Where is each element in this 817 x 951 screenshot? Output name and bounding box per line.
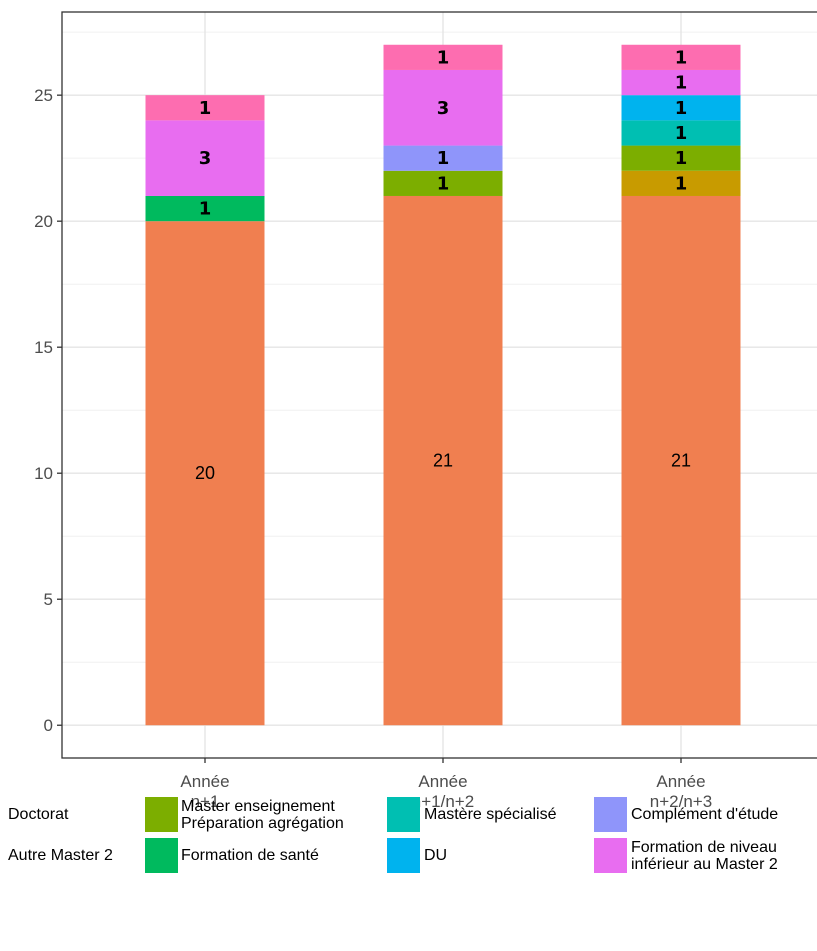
legend-label: Autre Master 2 [8,847,113,864]
legend-key [387,838,420,873]
bar-value-label: 20 [195,463,215,483]
bar-segment [383,170,503,196]
y-tick-label: 15 [34,338,53,357]
bar-value-label: 21 [433,451,453,471]
y-tick-label: 0 [44,716,53,735]
bar-value-label: 3 [199,148,212,169]
bar-value-label: 1 [437,47,450,68]
legend-key [387,797,420,832]
bar-value-label: 1 [437,173,450,194]
bar-segment [621,170,741,196]
bar-value-label: 1 [437,148,450,169]
bar-segment [383,69,503,146]
bar-segment [621,95,741,121]
y-tick-label: 20 [34,212,53,231]
legend-key [145,797,178,832]
bar-segment [383,145,503,171]
bar-value-label: 1 [675,47,688,68]
legend-key [145,838,178,873]
bar-value-label: 1 [675,173,688,194]
bar-value-label: 1 [199,98,212,119]
axes: 0 5 10 15 20 25 Année n+1 Année n+1/n+2 Année n+2/n… [34,86,712,811]
legend-label: Formation de niveau inférieur au Master 2 [631,839,778,873]
bar-value-label: 1 [675,123,688,144]
y-tick-label: 5 [44,590,53,609]
bar-segment [145,95,265,121]
legend-label: Master enseignement Préparation agrégatio… [181,798,344,832]
bar-value-label: 1 [675,98,688,119]
x-tick-label: Année n+1 [180,772,229,811]
bar-segment [145,221,265,726]
y-tick-label: 25 [34,86,53,105]
legend-label: DU [424,847,447,864]
legend-key [594,838,627,873]
bar-segment [621,44,741,70]
bar-value-label: 1 [675,148,688,169]
legend-label: Doctorat [8,806,69,823]
bar-value-label: 21 [671,451,691,471]
legend-label: Complément d'étude [631,806,778,823]
bars [145,44,741,726]
legend-label: Formation de santé [181,847,319,864]
bar-segment [621,145,741,171]
plot-border [61,11,817,759]
x-tick-label: Année n+1/n+2 [412,772,474,811]
bar-segment [621,120,741,146]
bar-segment [383,44,503,70]
bar-segment [145,195,265,222]
bar-segment [621,195,741,726]
x-tick-label: Année n+2/n+3 [650,772,712,811]
bar-segment [145,120,265,196]
legend-key [594,797,627,832]
legend-label: Mastère spécialisé [424,806,557,823]
bar-segment [383,195,503,726]
bar-value-label: 3 [437,98,450,119]
bar-segment [621,69,741,96]
bar-value-label: 1 [675,73,688,94]
bar-value-label: 1 [199,199,212,220]
y-tick-label: 10 [34,464,53,483]
legend: Doctorat Autre Master 2 Master enseignemen… [8,797,778,873]
